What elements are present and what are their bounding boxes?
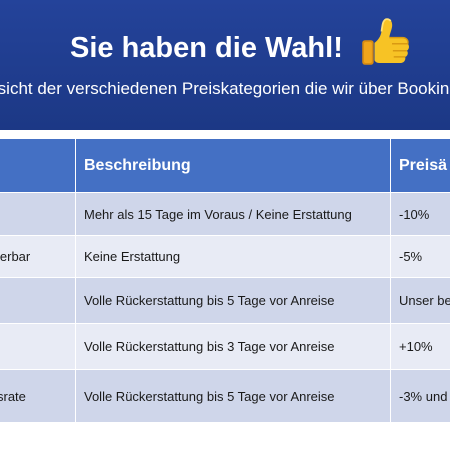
price-table: Beschreibung Preisä Mehr als 15 Tage im … bbox=[0, 139, 450, 422]
table-row: Volle Rückerstattung bis 3 Tage vor Anre… bbox=[0, 324, 450, 369]
row-name bbox=[0, 278, 75, 323]
row-name bbox=[0, 193, 75, 235]
row-name bbox=[0, 324, 75, 369]
row-price: +10% bbox=[391, 324, 450, 369]
column-header-price: Preisä bbox=[391, 139, 450, 192]
row-description: Volle Rückerstattung bis 5 Tage vor Anre… bbox=[76, 370, 390, 422]
row-price: -10% bbox=[391, 193, 450, 235]
page-subtitle: rsicht der verschiedenen Preiskategorien… bbox=[0, 79, 450, 98]
column-header-name bbox=[0, 139, 75, 192]
banner-gap bbox=[0, 130, 450, 139]
page-title: Sie haben die Wahl! bbox=[70, 32, 343, 64]
row-description: Volle Rückerstattung bis 5 Tage vor Anre… bbox=[76, 278, 390, 323]
table-row: ierbar Keine Erstattung -5% bbox=[0, 236, 450, 277]
row-price: Unser be bbox=[391, 278, 450, 323]
row-name: srate bbox=[0, 370, 75, 422]
table-row: Volle Rückerstattung bis 5 Tage vor Anre… bbox=[0, 278, 450, 323]
table-header-row: Beschreibung Preisä bbox=[0, 139, 450, 192]
row-name: ierbar bbox=[0, 236, 75, 277]
table-row: srate Volle Rückerstattung bis 5 Tage vo… bbox=[0, 370, 450, 422]
row-description: Keine Erstattung bbox=[76, 236, 390, 277]
row-description: Mehr als 15 Tage im Voraus / Keine Ersta… bbox=[76, 193, 390, 235]
row-price: -5% bbox=[391, 236, 450, 277]
row-description: Volle Rückerstattung bis 3 Tage vor Anre… bbox=[76, 324, 390, 369]
row-price: -3% und bbox=[391, 370, 450, 422]
column-header-description: Beschreibung bbox=[76, 139, 390, 192]
table-row: Mehr als 15 Tage im Voraus / Keine Ersta… bbox=[0, 193, 450, 235]
thumbs-up-icon bbox=[362, 18, 409, 65]
title-banner: Sie haben die Wahl! rsicht der verschied… bbox=[0, 0, 450, 130]
